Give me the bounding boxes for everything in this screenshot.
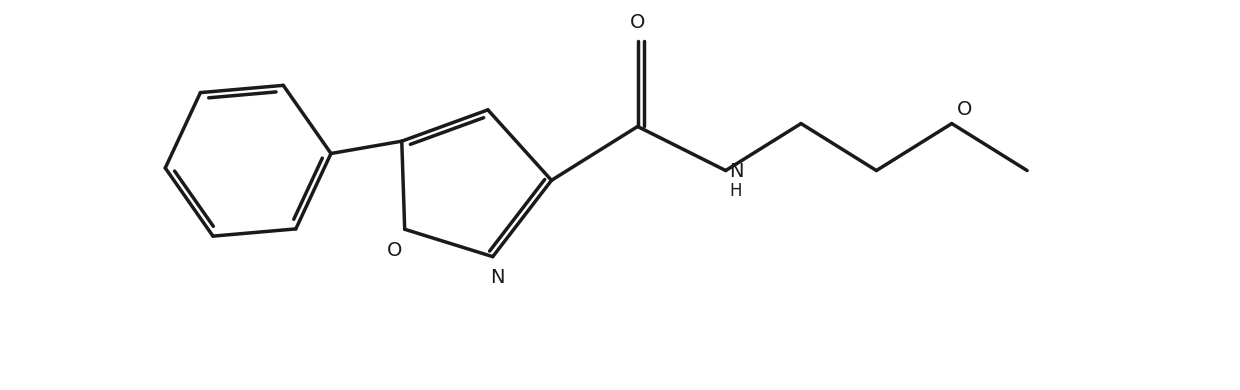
Text: N: N — [729, 162, 744, 181]
Text: O: O — [630, 12, 645, 32]
Text: N: N — [491, 268, 505, 287]
Text: H: H — [729, 182, 742, 200]
Text: O: O — [956, 100, 972, 119]
Text: O: O — [387, 241, 403, 260]
